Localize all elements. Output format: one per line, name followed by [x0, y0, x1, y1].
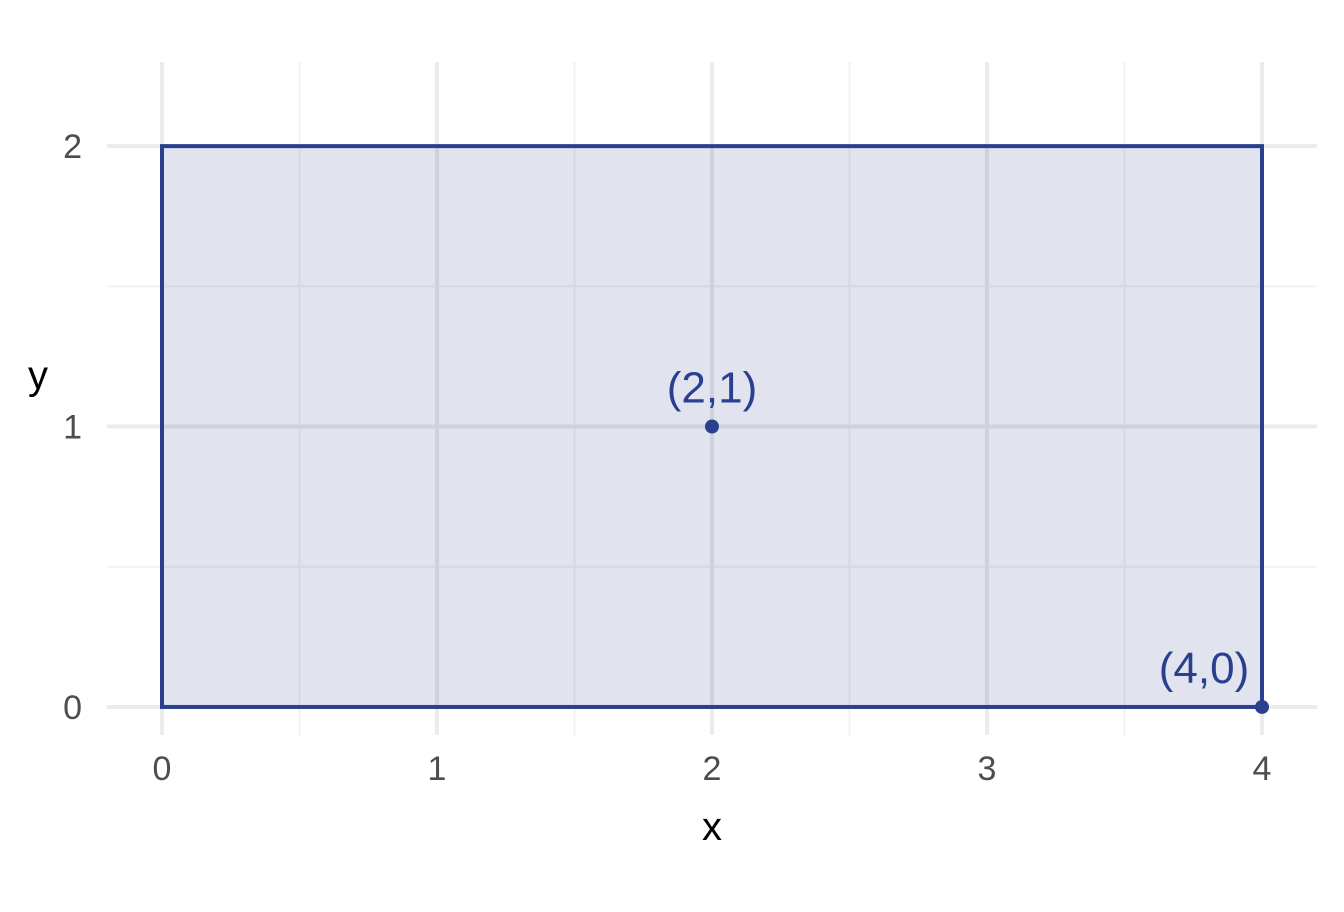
point-label: (4,0)	[1159, 644, 1249, 693]
y-tick-label: 1	[63, 409, 82, 447]
point-label: (2,1)	[667, 364, 757, 413]
x-axis-title: x	[702, 805, 722, 849]
x-tick-label: 3	[978, 750, 997, 788]
data-points: (2,1) (4,0)	[667, 364, 1269, 714]
x-tick-label: 4	[1253, 750, 1272, 788]
x-tick-label: 0	[153, 750, 172, 788]
y-tick-label: 0	[63, 689, 82, 727]
y-tick-labels: 0 1 2	[63, 128, 82, 727]
y-tick-label: 2	[63, 128, 82, 166]
data-point	[1255, 699, 1269, 714]
y-axis-title: y	[28, 354, 48, 398]
data-point	[705, 419, 719, 434]
x-tick-labels: 0 1 2 3 4	[153, 750, 1272, 788]
x-tick-label: 1	[428, 750, 447, 788]
x-tick-label: 2	[703, 750, 722, 788]
